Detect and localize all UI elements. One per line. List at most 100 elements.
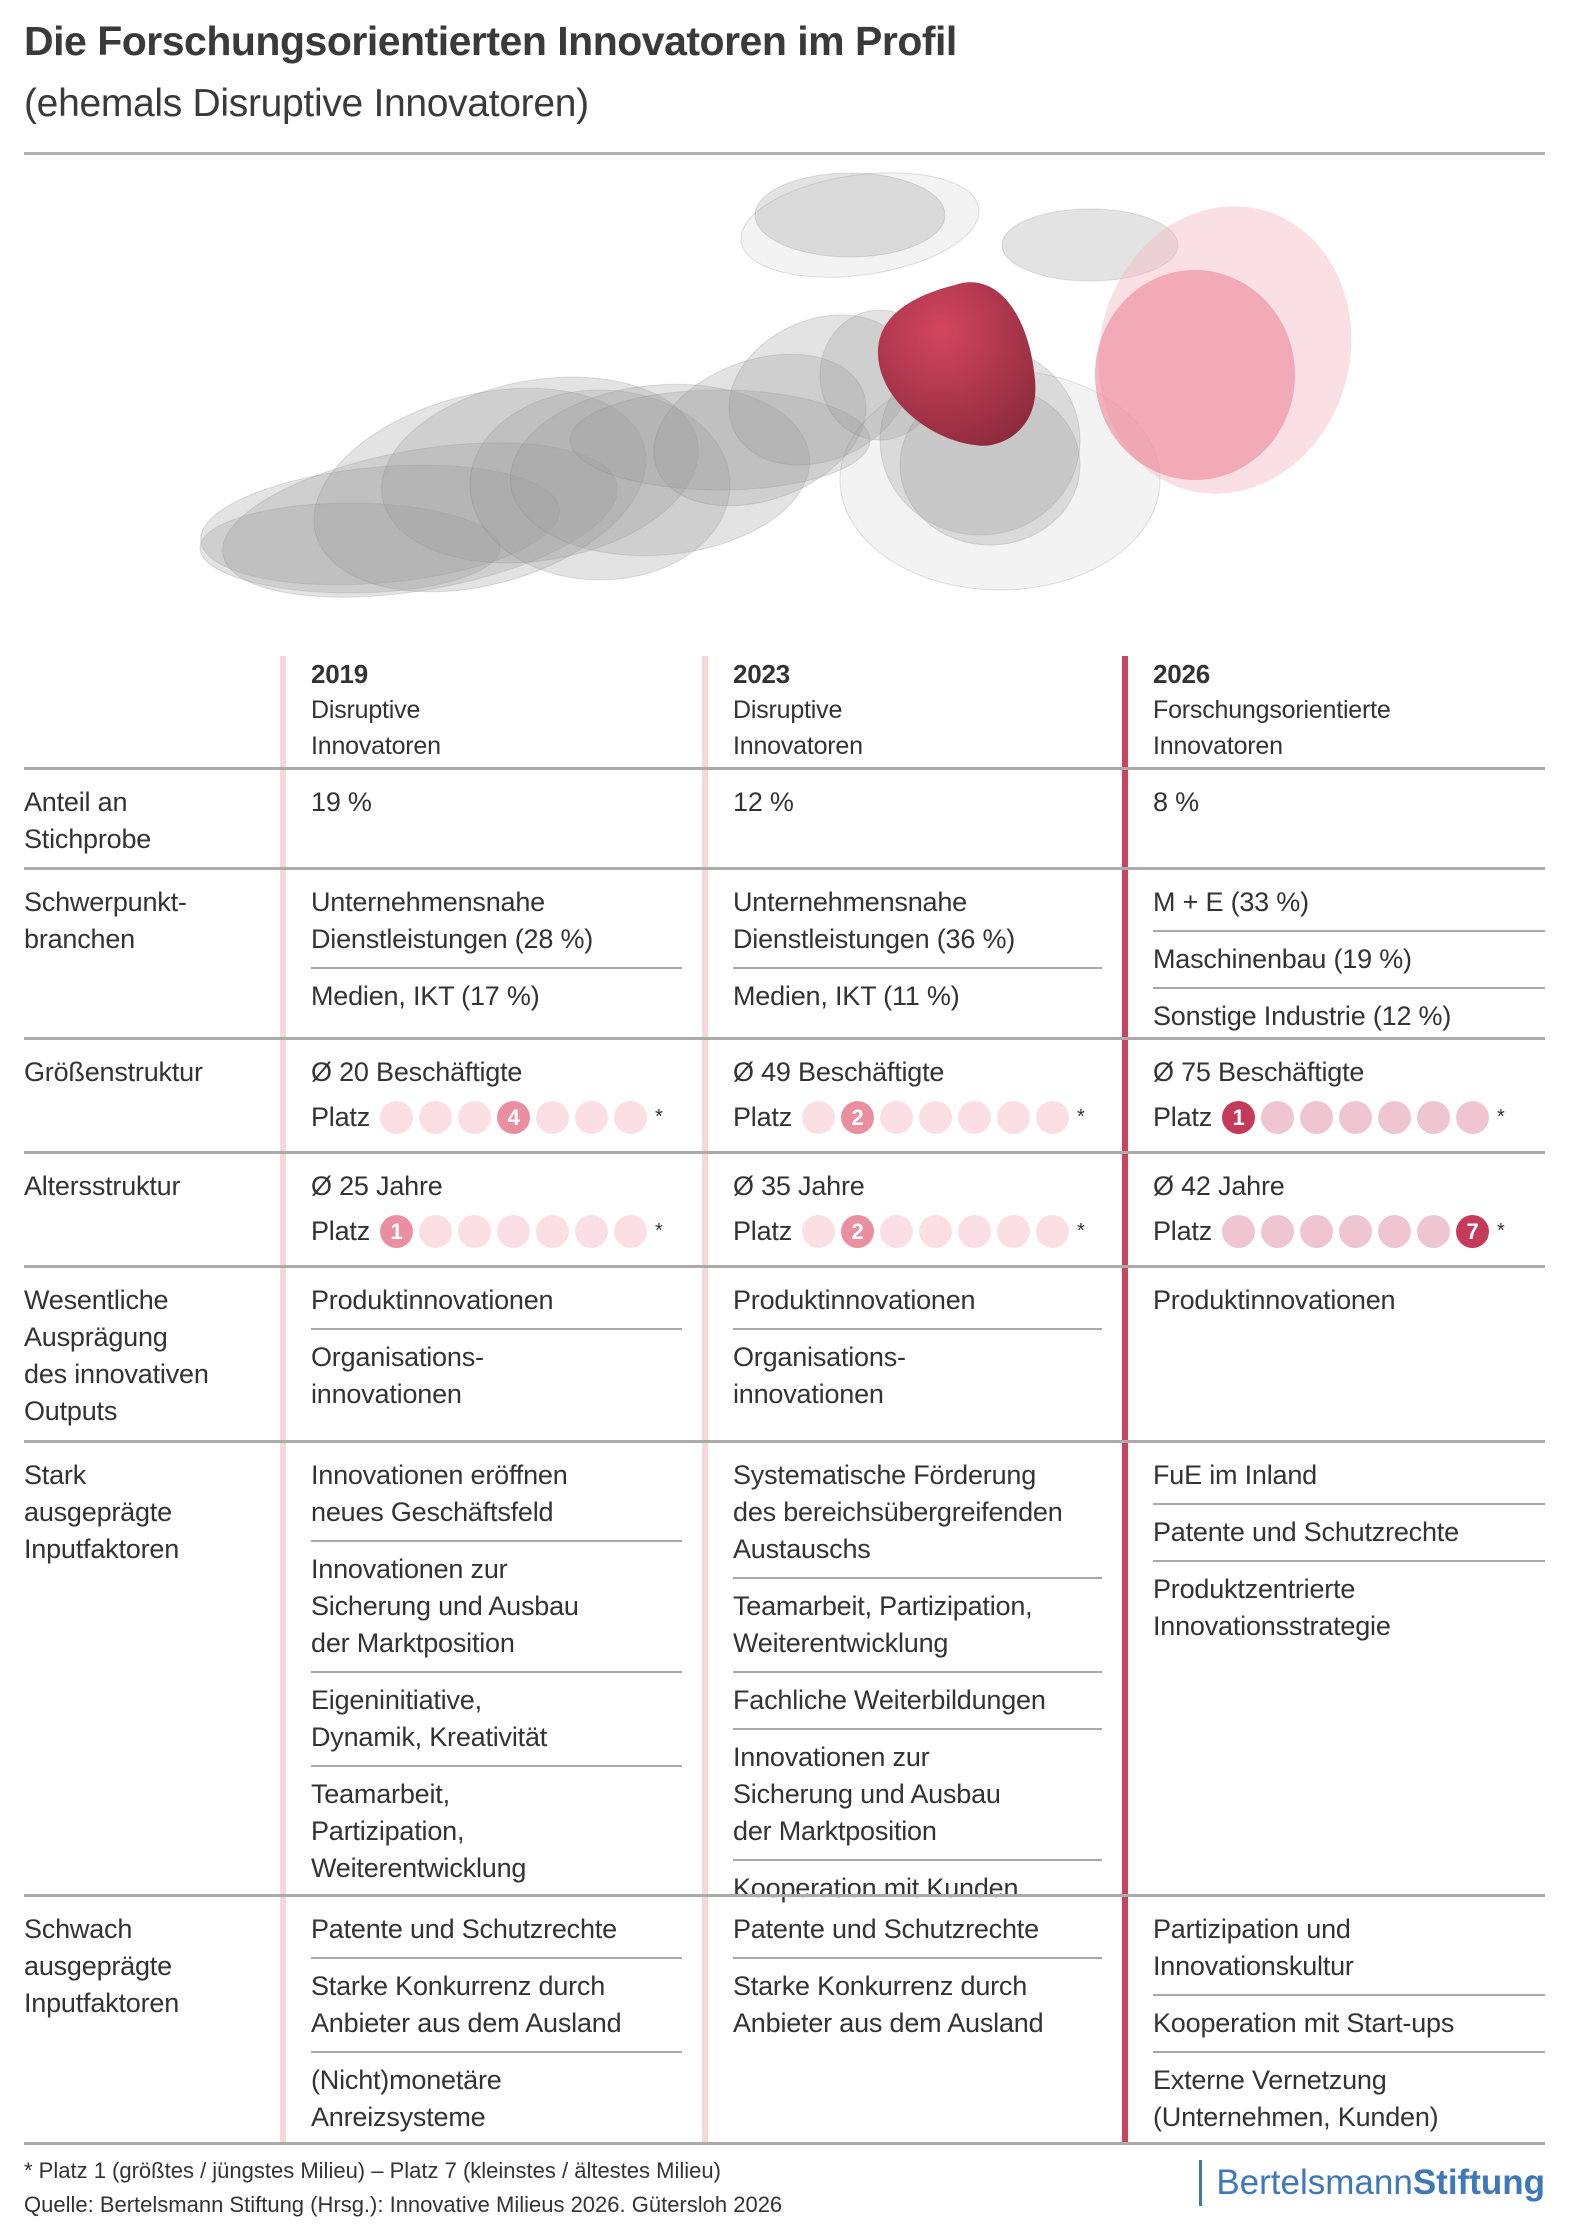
rank-dot <box>614 1215 648 1248</box>
cell-item: Produktinnovationen <box>311 1285 554 1315</box>
cell-item: Medien, IKT (11 %) <box>733 967 1102 1024</box>
rank-indicator: Platz 1 * <box>1153 1099 1545 1136</box>
rank-label: Platz <box>311 1102 371 1132</box>
asterisk: * <box>655 1220 663 1242</box>
column-header-2026: 2026 Forschungsorientierte Innovatoren <box>1122 656 1545 767</box>
page-subtitle: (ehemals Disruptive Innovatoren) <box>24 82 589 125</box>
cell-item: Sonstige Industrie (12 %) <box>1153 987 1545 1044</box>
rank-label: Platz <box>1153 1216 1213 1246</box>
table-cell: 19 % <box>280 770 702 867</box>
row-label: Größenstruktur <box>24 1057 203 1087</box>
rank-dot <box>1036 1101 1070 1134</box>
rank-dot <box>1261 1101 1295 1134</box>
rank-indicator: Platz 7 * <box>1153 1213 1545 1250</box>
table-cell: Ø 75 Beschäftigte Platz 1 * <box>1122 1040 1545 1151</box>
row-label: Schwach ausgeprägte Inputfaktoren <box>24 1914 180 2018</box>
cell-item: Patente und Schutzrechte <box>1153 1503 1545 1560</box>
rank-number: 1 <box>1232 1105 1245 1130</box>
rank-dot <box>802 1101 836 1134</box>
table-cell: Systematische Förderung des bereichsüber… <box>702 1443 1122 1916</box>
table-cell: Produktinnovationen Organisations- innova… <box>702 1268 1122 1440</box>
table-cell: Ø 49 Beschäftigte Platz 2 * <box>702 1040 1122 1151</box>
asterisk: * <box>655 1106 663 1128</box>
rank-dot <box>997 1101 1031 1134</box>
rank-dot <box>1300 1101 1334 1134</box>
rank-dot <box>458 1215 492 1248</box>
column-milieu-name: Forschungsorientierte Innovatoren <box>1153 696 1391 760</box>
asterisk: * <box>1497 1106 1505 1128</box>
rank-dot <box>958 1101 992 1134</box>
column-year: 2019 <box>311 659 369 689</box>
rank-number: 2 <box>851 1219 864 1244</box>
cell-item: 19 % <box>311 787 372 817</box>
table-cell: M + E (33 %) Maschinenbau (19 %) Sonstige … <box>1122 870 1545 1044</box>
cell-item: 12 % <box>733 787 794 817</box>
rank-dot <box>919 1101 953 1134</box>
cell-item: Unternehmensnahe Dienstleistungen (36 %) <box>733 887 1016 954</box>
cell-item: Teamarbeit, Partizipation, Weiterentwick… <box>311 1765 682 1896</box>
rank-label: Platz <box>733 1102 793 1132</box>
cell-item: M + E (33 %) <box>1153 887 1309 917</box>
table-row: Größenstruktur Ø 20 Beschäftigte Platz 4 * Ø … <box>24 1037 1545 1151</box>
stat-value: Ø 75 Beschäftigte <box>1153 1057 1365 1087</box>
asterisk: * <box>1077 1106 1085 1128</box>
table-cell: Unternehmensnahe Dienstleistungen (36 %)… <box>702 870 1122 1044</box>
table-cell: FuE im Inland Patente und Schutzrechte Pro… <box>1122 1443 1545 1916</box>
table-row: Schwerpunkt- branchen Unternehmensnahe Di… <box>24 867 1545 1044</box>
rank-dot-active: 2 <box>841 1215 875 1248</box>
rank-indicator: Platz 4 * <box>311 1099 682 1136</box>
table-cell: 8 % <box>1122 770 1545 867</box>
rank-dot <box>497 1215 531 1248</box>
rank-dot <box>880 1101 914 1134</box>
row-label: Wesentliche Ausprägung des innovativen O… <box>24 1285 209 1426</box>
cell-item: Organisations- innovationen <box>733 1328 1102 1422</box>
table-cell: Ø 20 Beschäftigte Platz 4 * <box>280 1040 702 1151</box>
rank-dot-active: 2 <box>841 1101 875 1134</box>
profile-table: 2019 Disruptive Innovatoren 2023 Disruptive… <box>24 656 1545 2145</box>
table-cell: Produktinnovationen Organisations- innova… <box>280 1268 702 1440</box>
rank-label: Platz <box>733 1216 793 1246</box>
rank-dot-active: 1 <box>1222 1101 1256 1134</box>
table-cell: Partizipation und Innovationskultur Koope… <box>1122 1897 1545 2145</box>
cell-item: Starke Konkurrenz durch Anbieter aus dem… <box>311 1957 682 2051</box>
stat-value: Ø 25 Jahre <box>311 1171 443 1201</box>
header-empty-cell <box>24 656 280 767</box>
cell-item: 8 % <box>1153 787 1199 817</box>
cell-item: Produktinnovationen <box>733 1285 976 1315</box>
cell-item: Organisations- innovationen <box>311 1328 682 1422</box>
rank-label: Platz <box>1153 1102 1213 1132</box>
cell-item: Maschinenbau (19 %) <box>1153 930 1545 987</box>
rank-dot <box>1222 1215 1256 1248</box>
rank-dot <box>880 1215 914 1248</box>
table-cell: 12 % <box>702 770 1122 867</box>
rank-indicator: Platz 1 * <box>311 1213 682 1250</box>
cell-item: (Nicht)monetäre Anreizsysteme <box>311 2051 682 2145</box>
column-header-2023: 2023 Disruptive Innovatoren <box>702 656 1122 767</box>
table-cell: Ø 42 Jahre Platz 7 * <box>1122 1154 1545 1265</box>
cell-item: Teamarbeit, Partizipation, Weiterentwick… <box>733 1577 1102 1671</box>
rank-dot-active: 7 <box>1456 1215 1490 1248</box>
rank-dot-active: 1 <box>380 1215 414 1248</box>
cell-item: Innovationen zur Sicherung und Ausbau de… <box>311 1540 682 1671</box>
cell-item: Systematische Förderung des bereichsüber… <box>733 1460 1063 1564</box>
rank-dot-active: 4 <box>497 1101 531 1134</box>
cell-item: Patente und Schutzrechte <box>311 1914 617 1944</box>
rank-indicator: Platz 2 * <box>733 1099 1102 1136</box>
table-header-row: 2019 Disruptive Innovatoren 2023 Disruptive… <box>24 656 1545 767</box>
milieu-blob-illustration <box>199 172 1352 598</box>
logo-part1: Bertelsmann <box>1216 2163 1413 2202</box>
cell-item: Innovationen zur Sicherung und Ausbau de… <box>733 1728 1102 1859</box>
table-cell: Innovationen eröffnen neues Geschäftsfel… <box>280 1443 702 1916</box>
table-cell: Patente und Schutzrechte Starke Konkurren… <box>702 1897 1122 2145</box>
column-year: 2026 <box>1153 659 1211 689</box>
table-cell: Patente und Schutzrechte Starke Konkurren… <box>280 1897 702 2145</box>
rank-dot <box>919 1215 953 1248</box>
footnote: * Platz 1 (größtes / jüngstes Milieu) – … <box>24 2158 721 2183</box>
cell-item: Externe Vernetzung (Unternehmen, Kunden) <box>1153 2051 1545 2145</box>
rank-dot <box>1378 1215 1412 1248</box>
rank-dot <box>614 1101 648 1134</box>
cell-item: Kooperation mit Start-ups <box>1153 1994 1545 2051</box>
column-year: 2023 <box>733 659 791 689</box>
rank-dot <box>1456 1101 1490 1134</box>
rank-dot <box>1339 1215 1373 1248</box>
